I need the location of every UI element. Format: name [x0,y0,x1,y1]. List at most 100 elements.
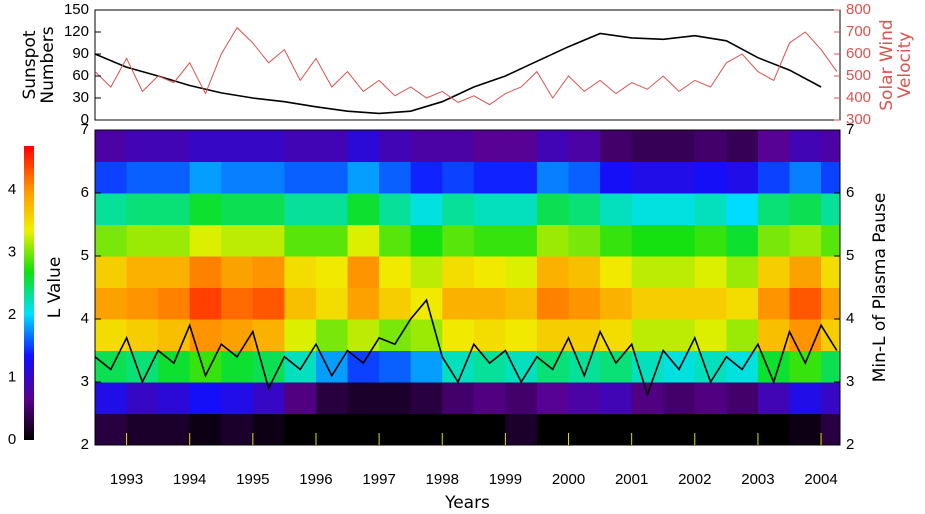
heatmap-cell [568,256,601,288]
heatmap-cell [379,130,412,162]
heatmap-cell [821,413,840,445]
heatmap-cell [726,382,759,414]
heatmap-cell [789,193,822,225]
heatmap-cell [663,382,696,414]
heatmap-cell [789,130,822,162]
heatmap-cell [505,256,538,288]
heatmap-cell [221,413,254,445]
heatmap-cell [757,287,790,320]
y-tick-label: 4 [81,310,89,327]
heatmap-cell [726,161,759,194]
heatmap-cell [347,413,380,445]
heatmap-cell [284,287,317,320]
x-tick-label: 2001 [615,471,648,488]
heatmap-cell [568,413,601,445]
y2-tick-label: 4 [846,310,854,327]
heatmap-cell [315,319,349,351]
heatmap-cell [379,224,412,257]
heatmap-cell [694,413,727,445]
heatmap-cell [221,193,254,225]
heatmap-cell [631,224,664,257]
heatmap-cell [473,350,506,383]
heatmap-cell [347,287,380,320]
heatmap-cell [158,256,191,288]
heatmap-cell [757,224,790,257]
heatmap-cell [473,413,506,445]
heatmap-cell [568,287,601,320]
heatmap-cell [284,224,317,257]
heatmap-cell [126,350,159,383]
heatmap-cell [536,287,570,320]
heatmap-cell [663,287,696,320]
heatmap-cell [442,256,475,288]
y-tick-label: 3 [81,373,89,390]
heatmap-cell [95,350,128,383]
colorbar-tick-label: 3 [8,243,16,260]
colorbar-tick-label: 0 [8,431,16,448]
heatmap-cell [158,382,191,414]
heatmap-cell [126,193,159,225]
heatmap-cell [821,319,840,351]
heatmap-cell [505,193,538,225]
heatmap-cell [126,161,159,194]
heatmap-cell [694,193,727,225]
heatmap-cell [757,382,790,414]
heatmap-cell [473,130,506,162]
heatmap-cell [789,161,822,194]
heatmap-cell [663,193,696,225]
x-tick-label: 1995 [236,471,269,488]
heatmap-cell [726,130,759,162]
x-tick-label: 1997 [362,471,395,488]
heatmap-cell [694,161,727,194]
heatmap-cell [347,382,380,414]
heatmap-cell [379,193,412,225]
heatmap-cell [284,161,317,194]
heatmap-cell [442,319,475,351]
heatmap-cell [442,130,475,162]
y-axis-title: Sunspot [20,30,40,99]
heatmap-cell [568,382,601,414]
heatmap-cell [315,256,349,288]
heatmap-cell [789,382,822,414]
heatmap-cell [600,161,633,194]
heatmap-cell [694,287,727,320]
heatmap-cell [821,256,840,288]
heatmap-cell [694,130,727,162]
heatmap-cell [473,193,506,225]
heatmap-cell [631,382,664,414]
heatmap-cell [505,224,538,257]
y2-tick-label: 600 [846,45,871,62]
colorbar-tick-label: 2 [8,306,16,323]
heatmap-cell [726,193,759,225]
heatmap-cell [631,350,664,383]
series-group [95,298,838,398]
heatmap-cell [252,130,285,162]
heatmap-cell [536,193,570,225]
heatmap-cell [284,350,317,383]
y-tick-label: 60 [72,67,89,84]
y2-tick-label: 800 [846,1,871,18]
heatmap-cell [694,382,727,414]
heatmap-cell [221,256,254,288]
heatmap-cell [315,413,349,445]
y-tick-label: 5 [81,247,89,264]
heatmap-cell [189,287,222,320]
heatmap-cell [410,130,443,162]
heatmap-cell [694,319,727,351]
heatmap-cell [221,287,254,320]
heatmap-cell [410,413,443,445]
heatmap-cell [726,413,759,445]
heatmap-cell [821,350,840,383]
heatmap-cell [95,224,128,257]
heatmap-cell [631,130,664,162]
y2-tick-label: 3 [846,373,854,390]
heatmap-cell [126,130,159,162]
heatmap-cell [442,382,475,414]
series-group [95,26,838,115]
y-tick-label: 2 [81,436,89,453]
heatmap-cell [663,224,696,257]
heatmap-cell [95,130,128,162]
heatmap-cell [158,161,191,194]
y2-tick-label: 500 [846,67,871,84]
heatmap-cell [315,224,349,257]
